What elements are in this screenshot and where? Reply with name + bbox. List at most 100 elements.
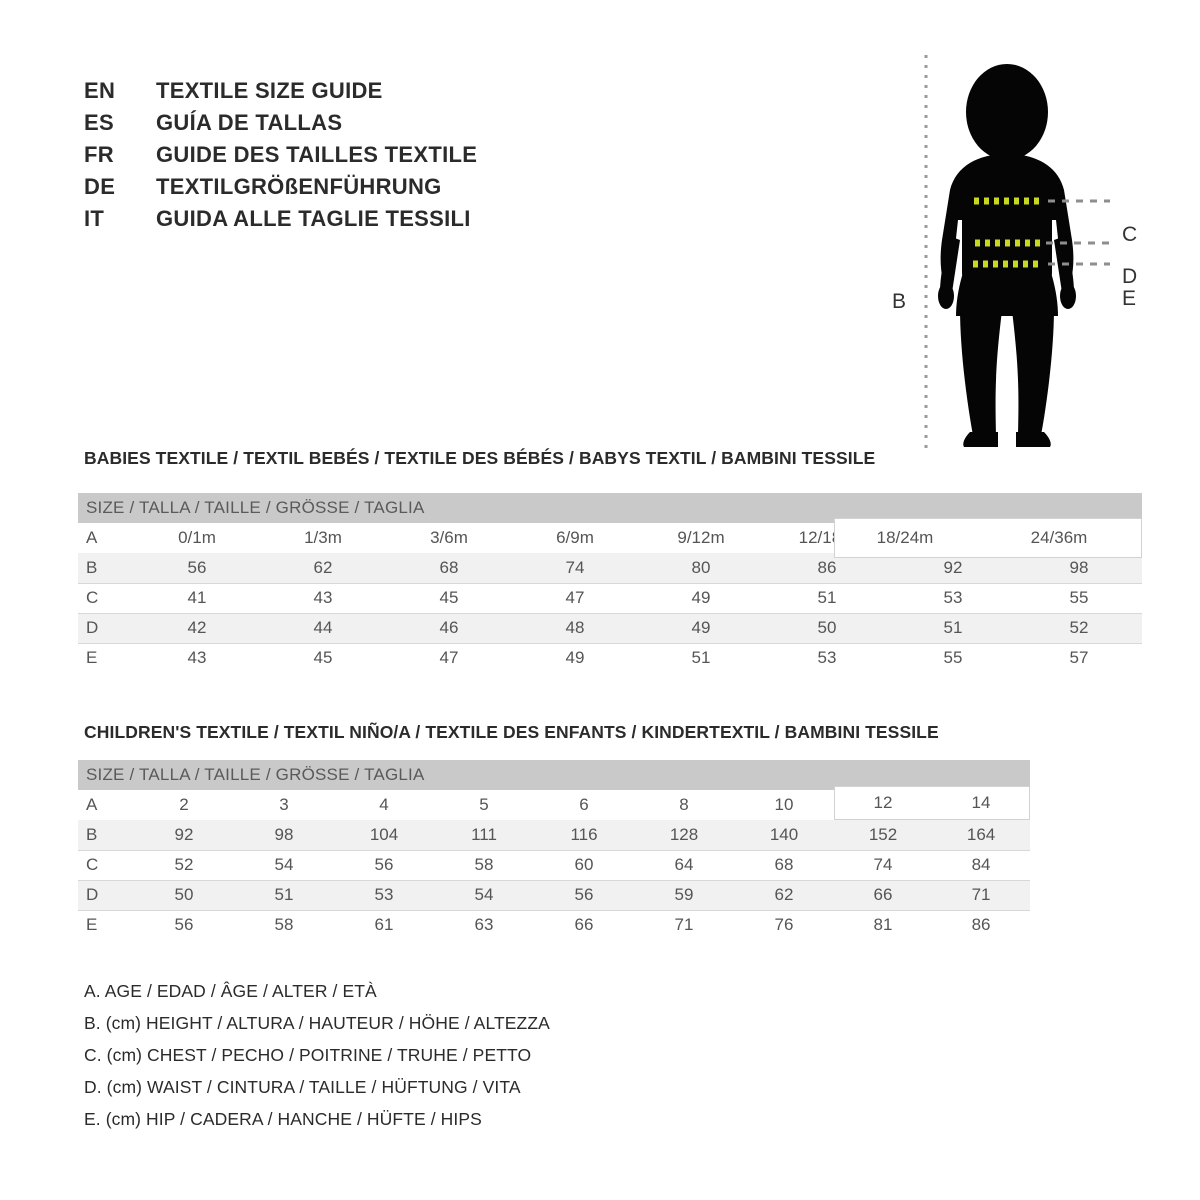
cell: 104	[334, 820, 434, 850]
table-row: C 41 43 45 47 49 51 53 55	[78, 582, 1142, 613]
cell: 54	[234, 849, 334, 880]
cell: 47	[512, 582, 638, 613]
silhouette-body	[938, 64, 1076, 447]
language-code-en: EN	[84, 78, 116, 103]
cell: 56	[534, 879, 634, 910]
cell: 86	[764, 553, 890, 583]
cell: 42	[134, 612, 260, 643]
row-label-b: B	[78, 820, 134, 850]
cell: 92	[890, 553, 1016, 583]
cell: 51	[234, 879, 334, 910]
cell: 52	[1016, 612, 1142, 643]
cell: 51	[890, 612, 1016, 643]
language-code-fr: FR	[84, 142, 114, 167]
language-row-it: IT GUIDA ALLE TAGLIE TESSILI	[84, 206, 604, 238]
cell: 43	[260, 582, 386, 613]
cell: 49	[512, 642, 638, 673]
children-highlight-values: 12 14	[834, 786, 1030, 820]
cell: 41	[134, 582, 260, 613]
language-code-it: IT	[84, 206, 105, 231]
cell: 55	[890, 642, 1016, 673]
cell: 49	[638, 612, 764, 643]
cell: 48	[512, 612, 638, 643]
row-label-e: E	[78, 642, 134, 673]
cell: 50	[764, 612, 890, 643]
cell: 5	[479, 795, 489, 814]
language-row-de: DE TEXTILGRÖßENFÜHRUNG	[84, 174, 604, 206]
height-measure-label: B	[892, 290, 907, 313]
table-row: B 56 62 68 74 80 86 92 98	[78, 553, 1142, 583]
chest-measure-label: C	[1122, 223, 1138, 246]
language-title-fr: GUIDE DES TAILLES TEXTILE	[156, 142, 478, 167]
table-row: E 56 58 61 63 66 71 76 81 86	[78, 909, 1031, 940]
legend-item-d: D. (cm) WAIST / CINTURA / TAILLE / HÜFTU…	[84, 1077, 521, 1097]
cell: 53	[764, 642, 890, 673]
cell: 44	[260, 612, 386, 643]
babies-section-title: BABIES TEXTILE / TEXTIL BEBÉS / TEXTILE …	[84, 448, 876, 468]
cell: 66	[534, 909, 634, 940]
cell: 58	[434, 849, 534, 880]
legend-item-a: A. AGE / EDAD / ÂGE / ALTER / ETÀ	[84, 981, 377, 1001]
cell: 140	[734, 820, 834, 850]
cell: 46	[386, 612, 512, 643]
cell: 14	[971, 793, 991, 812]
cell: 68	[386, 553, 512, 583]
table-row: C 52 54 56 58 60 64 68 74 84	[78, 849, 1031, 880]
cell: 111	[434, 820, 534, 850]
body-measurement-diagram: B C D E	[870, 40, 1170, 460]
children-section-title: CHILDREN'S TEXTILE / TEXTIL NIÑO/A / TEX…	[84, 722, 939, 742]
cell: 98	[1016, 553, 1142, 583]
cell: 43	[134, 642, 260, 673]
cell: 62	[260, 553, 386, 583]
cell: 1/3m	[304, 528, 342, 547]
cell: 128	[634, 820, 734, 850]
row-label-b: B	[78, 553, 134, 583]
cell: 47	[386, 642, 512, 673]
row-label-a: A	[86, 528, 98, 547]
cell: 3	[279, 795, 289, 814]
row-label-a: A	[86, 795, 98, 814]
cell: 51	[764, 582, 890, 613]
cell: 66	[834, 879, 932, 910]
legend-item-b: B. (cm) HEIGHT / ALTURA / HAUTEUR / HÖHE…	[84, 1013, 550, 1033]
cell: 9/12m	[677, 528, 725, 547]
table-row: D 42 44 46 48 49 50 51 52	[78, 612, 1142, 643]
language-row-fr: FR GUIDE DES TAILLES TEXTILE	[84, 142, 604, 174]
table-row: D 50 51 53 54 56 59 62 66 71	[78, 879, 1031, 910]
cell: 92	[134, 820, 234, 850]
cell: 76	[734, 909, 834, 940]
cell: 3/6m	[430, 528, 468, 547]
row-label-c: C	[78, 849, 134, 880]
language-title-block: EN TEXTILE SIZE GUIDE ES GUÍA DE TALLAS …	[84, 78, 604, 238]
row-label-d: D	[78, 879, 134, 910]
language-title-en: TEXTILE SIZE GUIDE	[156, 78, 383, 103]
cell: 58	[234, 909, 334, 940]
cell: 98	[234, 820, 334, 850]
cell: 50	[134, 879, 234, 910]
child-silhouette-icon	[924, 55, 1110, 448]
language-code-es: ES	[84, 110, 114, 135]
language-row-es: ES GUÍA DE TALLAS	[84, 110, 604, 142]
cell: 68	[734, 849, 834, 880]
cell: 49	[638, 582, 764, 613]
language-code-de: DE	[84, 174, 116, 199]
cell: 56	[134, 553, 260, 583]
cell: 45	[260, 642, 386, 673]
row-label-e: E	[78, 909, 134, 940]
cell: 12	[873, 793, 893, 812]
cell: 2	[179, 795, 189, 814]
waist-measure-label: D	[1122, 265, 1138, 288]
cell: 55	[1016, 582, 1142, 613]
cell: 61	[334, 909, 434, 940]
cell: 54	[434, 879, 534, 910]
language-row-en: EN TEXTILE SIZE GUIDE	[84, 78, 604, 110]
cell: 84	[932, 849, 1031, 880]
row-label-c: C	[78, 582, 134, 613]
cell: 60	[534, 849, 634, 880]
cell: 53	[890, 582, 1016, 613]
children-table-header-row: SIZE / TALLA / TAILLE / GRÖSSE / TAGLIA	[78, 760, 1031, 790]
legend-item-e: E. (cm) HIP / CADERA / HANCHE / HÜFTE / …	[84, 1109, 482, 1129]
cell: 116	[534, 820, 634, 850]
language-title-es: GUÍA DE TALLAS	[156, 110, 343, 135]
cell: 51	[638, 642, 764, 673]
